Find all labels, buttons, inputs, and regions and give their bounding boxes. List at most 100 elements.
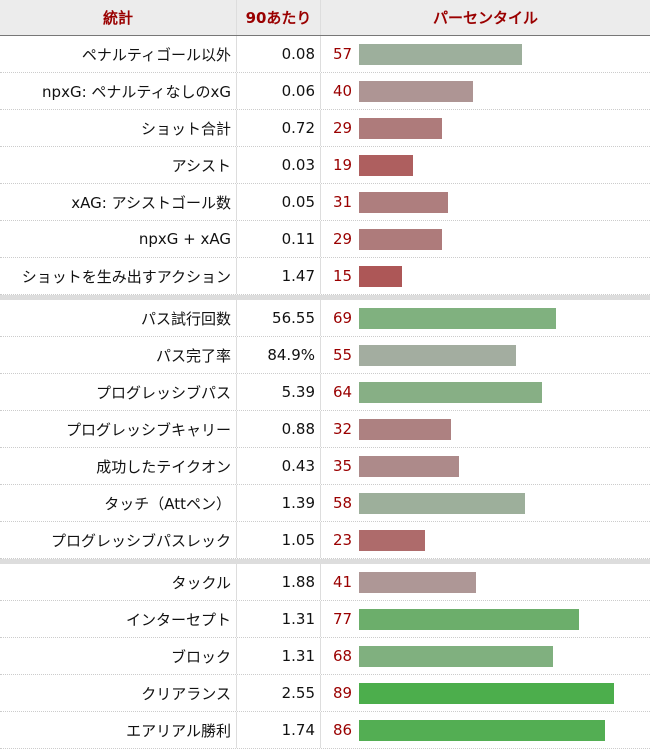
percentile-bar [359,43,523,65]
table-row: タックル 1.88 41 [0,564,650,601]
table-row: ペナルティゴール以外 0.08 57 [0,36,650,73]
percentile-bar [359,418,451,440]
percentile-cell: 35 [321,448,650,484]
table-row: アシスト 0.03 19 [0,147,650,184]
per90-value: 0.88 [237,411,321,447]
percentile-value: 29 [333,119,353,137]
percentile-cell: 41 [321,564,650,600]
stat-name: プログレッシブパスレック [0,522,237,558]
percentile-bar [359,608,580,630]
per90-value: 1.39 [237,485,321,521]
percentile-value: 86 [333,721,353,739]
stat-name: ショット合計 [0,110,237,146]
table-row: クリアランス 2.55 89 [0,675,650,712]
table-row: ブロック 1.31 68 [0,638,650,675]
stat-name: タックル [0,564,237,600]
table-row: プログレッシブパスレック 1.05 23 [0,522,650,559]
percentile-bar [359,154,414,176]
percentile-cell: 15 [321,258,650,294]
percentile-bar [359,381,543,403]
per90-value: 0.11 [237,221,321,257]
percentile-cell: 29 [321,110,650,146]
percentile-cell: 68 [321,638,650,674]
percentile-bar [359,344,517,366]
percentile-cell: 86 [321,712,650,748]
per90-value: 56.55 [237,300,321,336]
percentile-bar [359,529,425,551]
percentile-value: 23 [333,531,353,549]
percentile-cell: 31 [321,184,650,220]
header-percentile[interactable]: パーセンタイル [432,9,538,27]
percentile-value: 32 [333,420,353,438]
stat-name: プログレッシブキャリー [0,411,237,447]
table-row: ショット合計 0.72 29 [0,110,650,147]
table-row: プログレッシブキャリー 0.88 32 [0,411,650,448]
percentile-cell: 55 [321,337,650,373]
percentile-cell: 19 [321,147,650,183]
percentile-bar [359,719,605,741]
group-separator [0,559,650,564]
per90-value: 1.88 [237,564,321,600]
percentile-cell: 32 [321,411,650,447]
per90-value: 5.39 [237,374,321,410]
stat-name: エアリアル勝利 [0,712,237,748]
percentile-bar [359,191,448,213]
header-per90[interactable]: 90あたり [237,0,321,35]
stat-name: npxG: ペナルティなしのxG [0,73,237,109]
per90-value: 1.74 [237,712,321,748]
table-row: npxG + xAG 0.11 29 [0,221,650,258]
percentile-cell: 58 [321,485,650,521]
stat-name: xAG: アシストゴール数 [0,184,237,220]
stat-name: ブロック [0,638,237,674]
group-separator [0,295,650,300]
stat-name: パス完了率 [0,337,237,373]
per90-value: 0.08 [237,36,321,72]
table-row: エアリアル勝利 1.74 86 [0,712,650,749]
percentile-value: 15 [333,267,353,285]
percentile-value: 19 [333,156,353,174]
percentile-cell: 64 [321,374,650,410]
percentile-value: 58 [333,494,353,512]
stat-name: タッチ（Attペン） [0,485,237,521]
per90-value: 2.55 [237,675,321,711]
percentile-bar [359,492,525,514]
stat-name: アシスト [0,147,237,183]
percentile-value: 55 [333,346,353,364]
percentile-value: 41 [333,573,353,591]
percentile-value: 57 [333,45,353,63]
stat-name: パス試行回数 [0,300,237,336]
percentile-bar [359,228,442,250]
per90-value: 1.47 [237,258,321,294]
percentile-value: 77 [333,610,353,628]
stat-name: プログレッシブパス [0,374,237,410]
table-row: パス試行回数 56.55 69 [0,300,650,337]
per90-value: 0.03 [237,147,321,183]
table-body: ペナルティゴール以外 0.08 57 npxG: ペナルティなしのxG 0.06… [0,36,650,749]
percentile-bar [359,307,557,329]
percentile-value: 29 [333,230,353,248]
percentile-value: 35 [333,457,353,475]
table-row: 成功したテイクオン 0.43 35 [0,448,650,485]
per90-value: 0.43 [237,448,321,484]
percentile-bar [359,645,554,667]
table-row: プログレッシブパス 5.39 64 [0,374,650,411]
percentile-cell: 23 [321,522,650,558]
percentile-cell: 89 [321,675,650,711]
stat-name: インターセプト [0,601,237,637]
stat-name: ペナルティゴール以外 [0,36,237,72]
percentile-value: 68 [333,647,353,665]
stat-name: 成功したテイクオン [0,448,237,484]
per90-value: 1.05 [237,522,321,558]
header-stat[interactable]: 統計 [0,0,237,35]
table-header: 統計 90あたり パーセンタイル [0,0,650,36]
percentile-bar [359,265,402,287]
per90-value: 0.05 [237,184,321,220]
percentile-bar [359,117,442,139]
per90-value: 0.06 [237,73,321,109]
percentile-cell: 29 [321,221,650,257]
table-row: パス完了率 84.9% 55 [0,337,650,374]
per90-value: 1.31 [237,601,321,637]
percentile-cell: 77 [321,601,650,637]
table-row: xAG: アシストゴール数 0.05 31 [0,184,650,221]
